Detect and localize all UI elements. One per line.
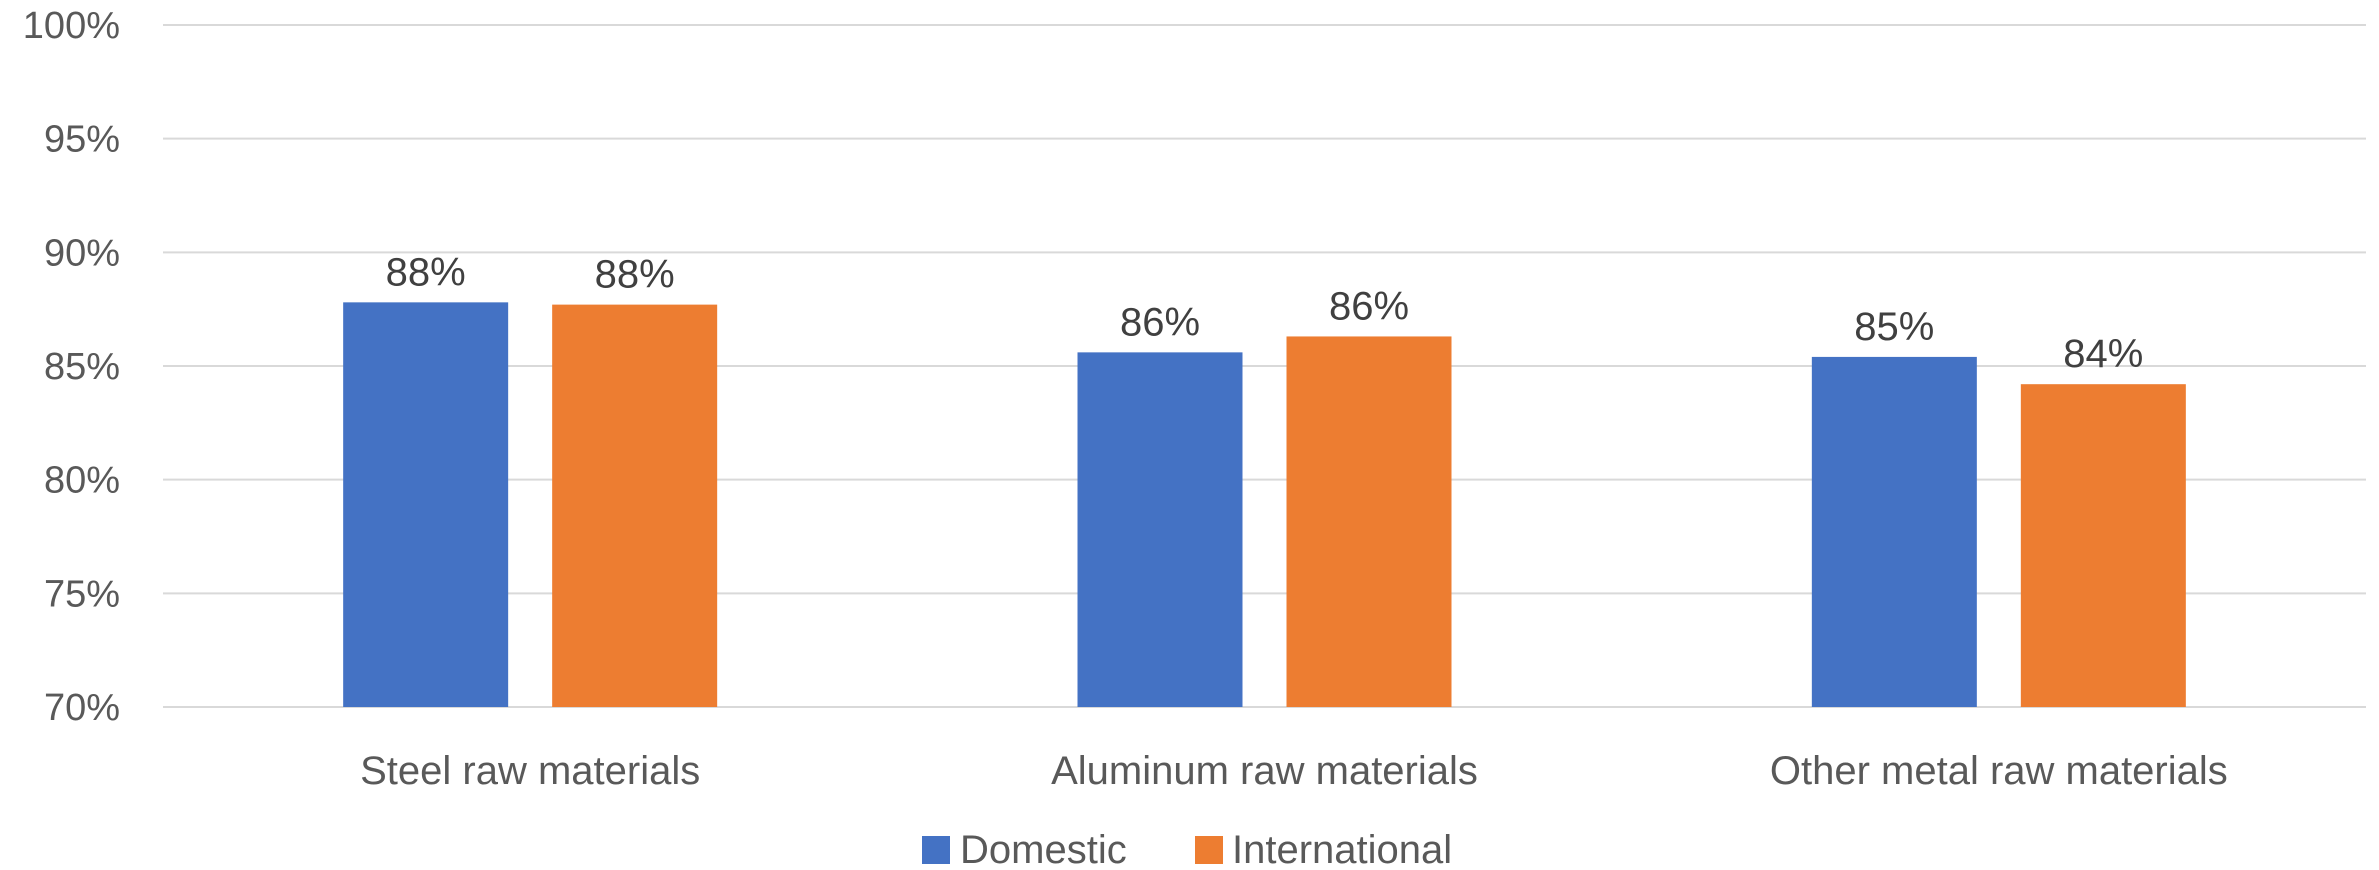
bar-international-0 [552,304,718,707]
y-tick-label: 95% [44,119,120,161]
legend-swatch-domestic [922,836,950,864]
bar-domestic-2 [1811,356,1977,707]
data-label: 86% [1329,284,1409,328]
y-tick-label: 90% [44,232,120,274]
category-label: Other metal raw materials [1770,749,2228,793]
y-tick-label: 75% [44,573,120,615]
y-tick-label: 80% [44,460,120,502]
bar-international-2 [2020,384,2186,707]
x-axis-categories: Steel raw materials Aluminum raw material… [360,749,2228,793]
data-label: 85% [1854,305,1934,349]
bars [343,302,2186,707]
bar-domestic-1 [1077,352,1243,707]
data-label: 84% [2063,332,2143,376]
data-label: 88% [386,250,466,294]
legend: Domestic International [922,828,1452,870]
legend-label-domestic: Domestic [960,828,1127,870]
data-labels: 88% 88% 86% 86% 85% 84% [386,250,2144,376]
bar-domestic-0 [343,302,509,707]
bar-international-1 [1286,336,1452,707]
y-axis-ticks: 70% 75% 80% 85% 90% 95% 100% [23,5,120,729]
gridlines [163,24,2366,708]
category-label: Steel raw materials [360,749,700,793]
legend-swatch-international [1195,836,1223,864]
data-label: 86% [1120,300,1200,344]
data-label: 88% [595,253,675,297]
legend-label-international: International [1232,828,1452,870]
y-tick-label: 70% [44,687,120,729]
category-label: Aluminum raw materials [1051,749,1478,793]
y-tick-label: 85% [44,346,120,388]
y-tick-label: 100% [23,5,120,47]
